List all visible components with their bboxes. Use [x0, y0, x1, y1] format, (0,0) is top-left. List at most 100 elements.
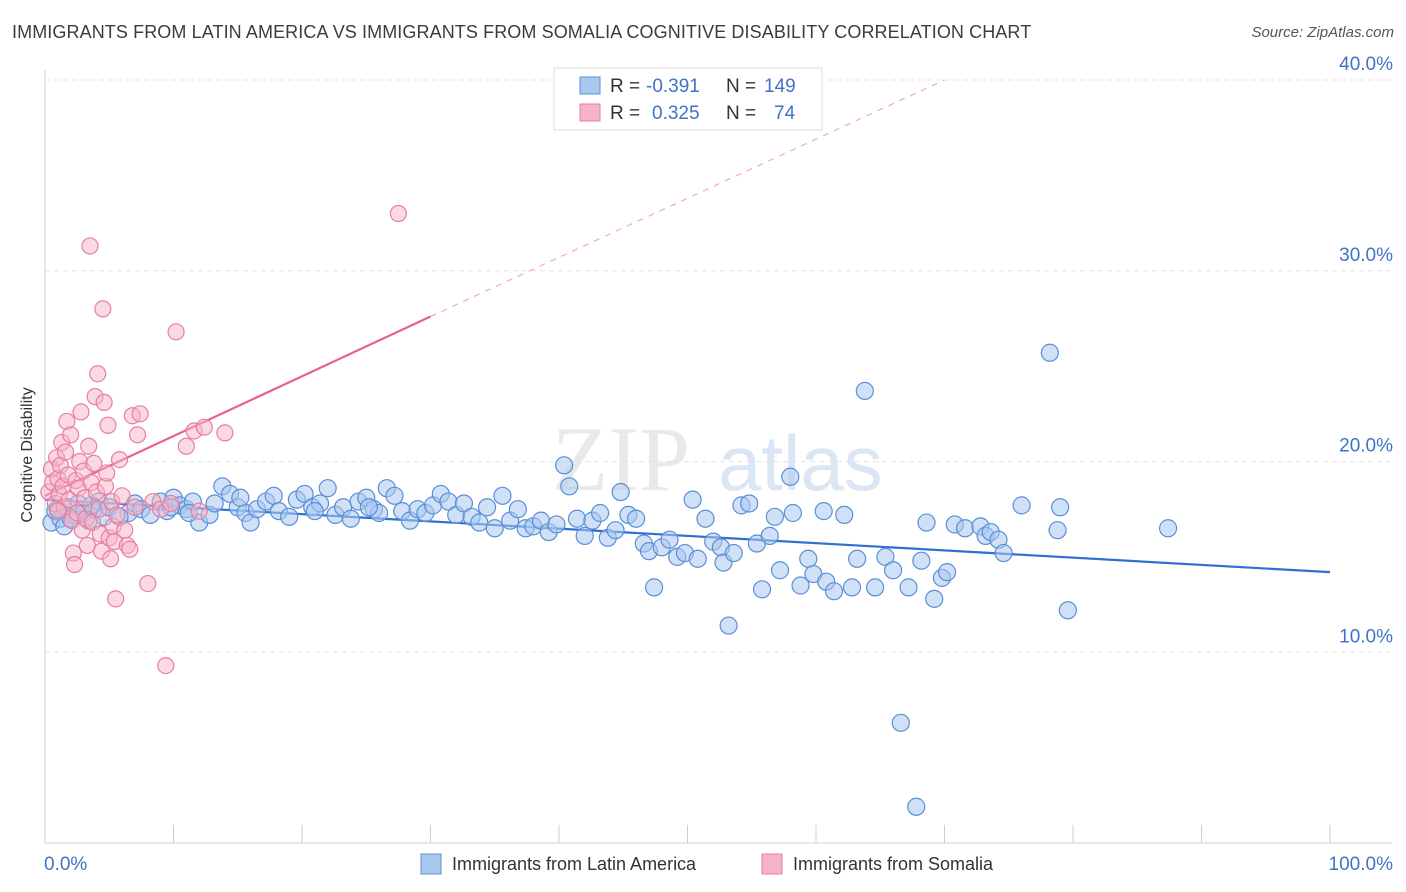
scatter-point-latin-america — [305, 501, 324, 521]
legend-label-latin-america: Immigrants from Latin America — [452, 854, 697, 874]
scatter-point-latin-america — [555, 456, 574, 475]
scatter-point-somalia — [108, 506, 126, 524]
scatter-point-somalia — [72, 403, 90, 421]
scatter-point-somalia — [98, 464, 116, 482]
scatter-point-latin-america — [1048, 521, 1067, 540]
scatter-point-latin-america — [994, 543, 1013, 563]
scatter-point-latin-america — [560, 477, 579, 496]
scatter-point-latin-america — [912, 551, 931, 570]
scatter-point-latin-america — [799, 549, 818, 568]
scatter-point-latin-america — [891, 713, 910, 732]
scatter-point-latin-america — [883, 561, 903, 580]
scatter-point-latin-america — [280, 507, 299, 526]
scatter-point-latin-america — [606, 521, 625, 540]
scatter-point-latin-america — [765, 507, 784, 526]
scatter-point-latin-america — [724, 543, 743, 563]
scatter-point-latin-america — [591, 503, 610, 523]
scatter-point-latin-america — [1012, 496, 1031, 515]
scatter-point-somalia — [94, 300, 112, 318]
legend-label-somalia: Immigrants from Somalia — [793, 854, 994, 874]
stats-r-label-pink: R = — [610, 103, 640, 124]
scatter-point-latin-america — [683, 490, 702, 509]
scatter-point-somalia — [126, 498, 144, 516]
scatter-point-latin-america — [899, 578, 918, 597]
scatter-point-latin-america — [295, 484, 314, 504]
scatter-point-somalia — [116, 521, 134, 539]
scatter-point-latin-america — [1158, 519, 1178, 538]
scatter-point-latin-america — [231, 488, 250, 507]
scatter-point-latin-america — [660, 530, 679, 549]
scatter-point-somalia — [216, 424, 234, 442]
scatter-point-somalia — [101, 550, 120, 568]
scatter-point-latin-america — [575, 526, 594, 545]
scatter-point-somalia — [177, 437, 195, 455]
scatter-point-somalia — [190, 502, 208, 520]
scatter-point-somalia — [157, 657, 175, 675]
scatter-point-somalia — [89, 365, 107, 383]
scatter-point-somalia — [167, 323, 185, 341]
scatter-point-latin-america — [907, 797, 926, 816]
scatter-point-somalia — [195, 418, 213, 436]
scatter-point-latin-america — [567, 509, 587, 528]
scatter-point-latin-america — [205, 494, 224, 513]
scatter-point-latin-america — [264, 486, 283, 505]
stats-r-value-blue: -0.391 — [646, 76, 700, 97]
scatter-point-somalia — [95, 393, 113, 411]
scatter-point-latin-america — [493, 486, 512, 505]
scatter-point-latin-america — [688, 549, 707, 568]
scatter-point-latin-america — [824, 582, 844, 601]
stats-n-label-pink: N = — [726, 103, 756, 124]
scatter-point-latin-america — [855, 381, 874, 401]
scatter-point-somalia — [49, 502, 67, 520]
scatter-point-somalia — [90, 500, 108, 518]
scatter-point-latin-america — [644, 578, 664, 597]
scatter-point-latin-america — [1051, 498, 1070, 517]
scatter-point-latin-america — [791, 576, 810, 595]
scatter-point-somalia — [62, 426, 80, 444]
scatter-point-somalia — [81, 237, 99, 255]
scatter-point-latin-america — [925, 589, 944, 608]
scatter-point-latin-america — [760, 526, 779, 545]
scatter-point-latin-america — [719, 616, 738, 635]
source-label: Source: ZipAtlas.com — [1251, 24, 1394, 41]
scatter-point-latin-america — [814, 501, 833, 521]
y-tick-label: 40.0% — [1339, 54, 1393, 75]
scatter-point-latin-america — [696, 509, 715, 528]
stats-r-value-pink: 0.325 — [652, 103, 700, 124]
scatter-point-latin-america — [485, 519, 504, 538]
stats-swatch-pink — [579, 103, 601, 122]
scatter-point-somalia — [113, 487, 131, 505]
watermark-atlas: atlas — [718, 419, 883, 507]
scatter-point-latin-america — [752, 580, 772, 599]
stats-swatch-blue — [579, 76, 601, 95]
scatter-point-latin-america — [359, 498, 378, 517]
scatter-point-latin-america — [454, 494, 474, 513]
scatter-point-somalia — [65, 555, 84, 574]
x-tick-label: 100.0% — [1329, 854, 1394, 875]
scatter-point-latin-america — [770, 561, 790, 580]
y-tick-label: 20.0% — [1339, 436, 1393, 457]
scatter-point-somalia — [139, 574, 157, 593]
scatter-point-somalia — [85, 454, 103, 473]
scatter-point-latin-america — [341, 509, 360, 528]
stats-n-label-blue: N = — [726, 76, 756, 97]
scatter-point-somalia — [80, 437, 98, 455]
scatter-point-somalia — [99, 416, 117, 434]
scatter-point-somalia — [110, 450, 129, 469]
stats-n-value-blue: 149 — [764, 76, 796, 97]
stats-r-label-blue: R = — [610, 76, 640, 97]
scatter-point-latin-america — [385, 486, 404, 505]
scatter-point-latin-america — [876, 547, 895, 566]
scatter-point-latin-america — [611, 482, 630, 502]
scatter-point-latin-america — [781, 467, 800, 486]
y-axis-title: Cognitive Disability — [19, 387, 36, 523]
scatter-point-latin-america — [835, 505, 854, 525]
scatter-point-somalia — [121, 540, 139, 558]
scatter-point-latin-america — [917, 513, 936, 532]
legend-swatch-somalia — [761, 853, 783, 875]
bottom-legend: Immigrants from Latin America Immigrants… — [420, 853, 994, 875]
scatter-point-latin-america — [547, 515, 566, 534]
y-tick-label: 30.0% — [1339, 245, 1393, 266]
scatter-point-somalia — [128, 426, 147, 444]
